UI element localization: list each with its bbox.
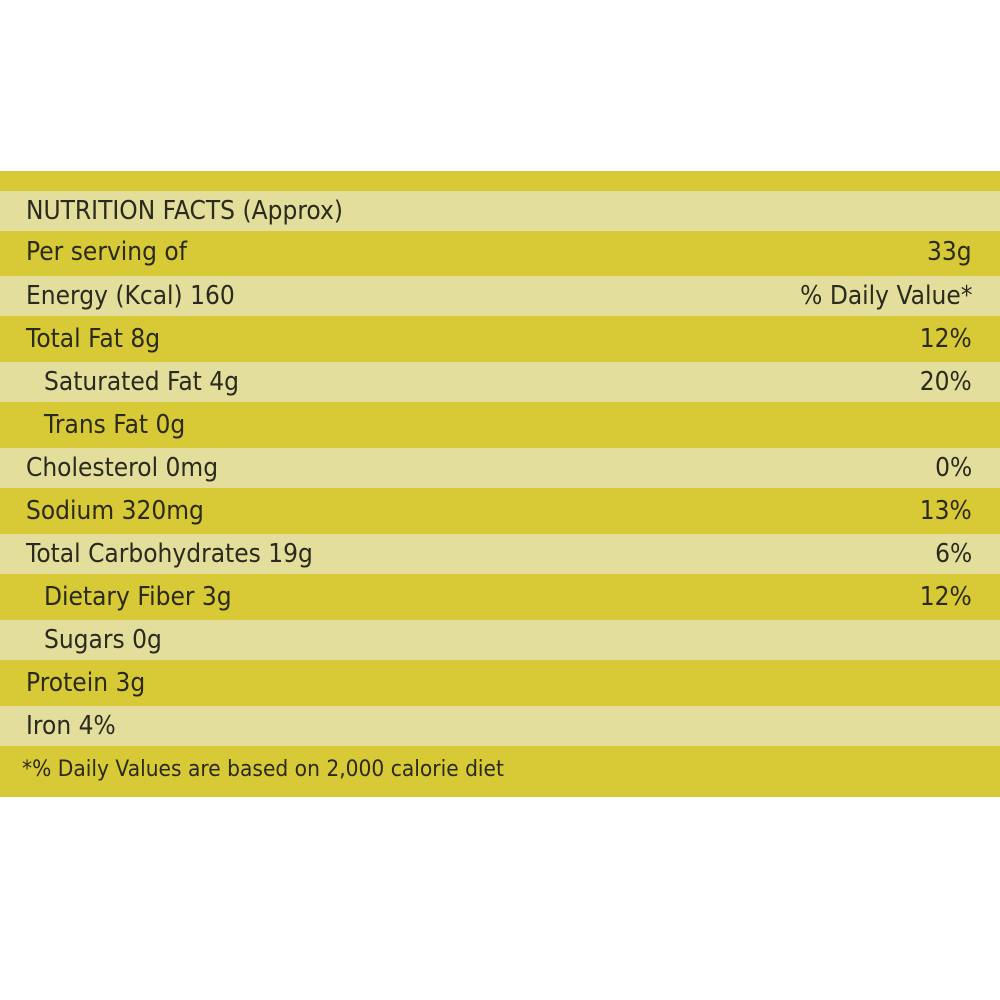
nutrition-title: NUTRITION FACTS (Approx) xyxy=(26,196,343,226)
row-label: Dietary Fiber 3g xyxy=(44,582,232,612)
row-label: Sodium 320mg xyxy=(26,496,204,526)
row-value: 12% xyxy=(919,324,972,354)
row-cholesterol: Cholesterol 0mg 0% xyxy=(0,448,1000,488)
row-value: 0% xyxy=(934,453,972,483)
row-label: Cholesterol 0mg xyxy=(26,453,219,483)
row-label: Total Fat 8g xyxy=(26,324,161,354)
row-value: 12% xyxy=(919,582,972,612)
row-value: 6% xyxy=(934,539,972,569)
row-total-fat: Total Fat 8g 12% xyxy=(0,319,1000,359)
row-total-carbohydrates: Total Carbohydrates 19g 6% xyxy=(0,534,1000,574)
row-label: Trans Fat 0g xyxy=(44,410,186,440)
nutrition-facts-panel: NUTRITION FACTS (Approx) Per serving of … xyxy=(0,171,1000,797)
row-dietary-fiber: Dietary Fiber 3g 12% xyxy=(0,577,1000,617)
row-energy: Energy (Kcal) 160 % Daily Value* xyxy=(0,276,1000,316)
row-value: 20% xyxy=(919,367,972,397)
row-label: Energy (Kcal) 160 xyxy=(26,281,235,311)
row-sodium: Sodium 320mg 13% xyxy=(0,491,1000,531)
row-label: Iron 4% xyxy=(26,711,116,741)
row-label: Sugars 0g xyxy=(44,625,162,655)
row-saturated-fat: Saturated Fat 4g 20% xyxy=(0,362,1000,402)
row-protein: Protein 3g xyxy=(0,663,1000,703)
daily-value-footnote: *% Daily Values are based on 2,000 calor… xyxy=(22,757,504,782)
row-iron: Iron 4% xyxy=(0,706,1000,746)
row-value: 13% xyxy=(919,496,972,526)
row-value: 33g xyxy=(927,237,972,267)
row-serving: Per serving of 33g xyxy=(0,232,1000,272)
row-trans-fat: Trans Fat 0g xyxy=(0,405,1000,445)
row-sugars: Sugars 0g xyxy=(0,620,1000,660)
row-value: % Daily Value* xyxy=(799,281,972,311)
row-label: Saturated Fat 4g xyxy=(44,367,240,397)
row-label: Protein 3g xyxy=(26,668,146,698)
row-label: Per serving of xyxy=(26,237,187,267)
row-label: Total Carbohydrates 19g xyxy=(26,539,313,569)
title-row: NUTRITION FACTS (Approx) xyxy=(0,191,1000,231)
